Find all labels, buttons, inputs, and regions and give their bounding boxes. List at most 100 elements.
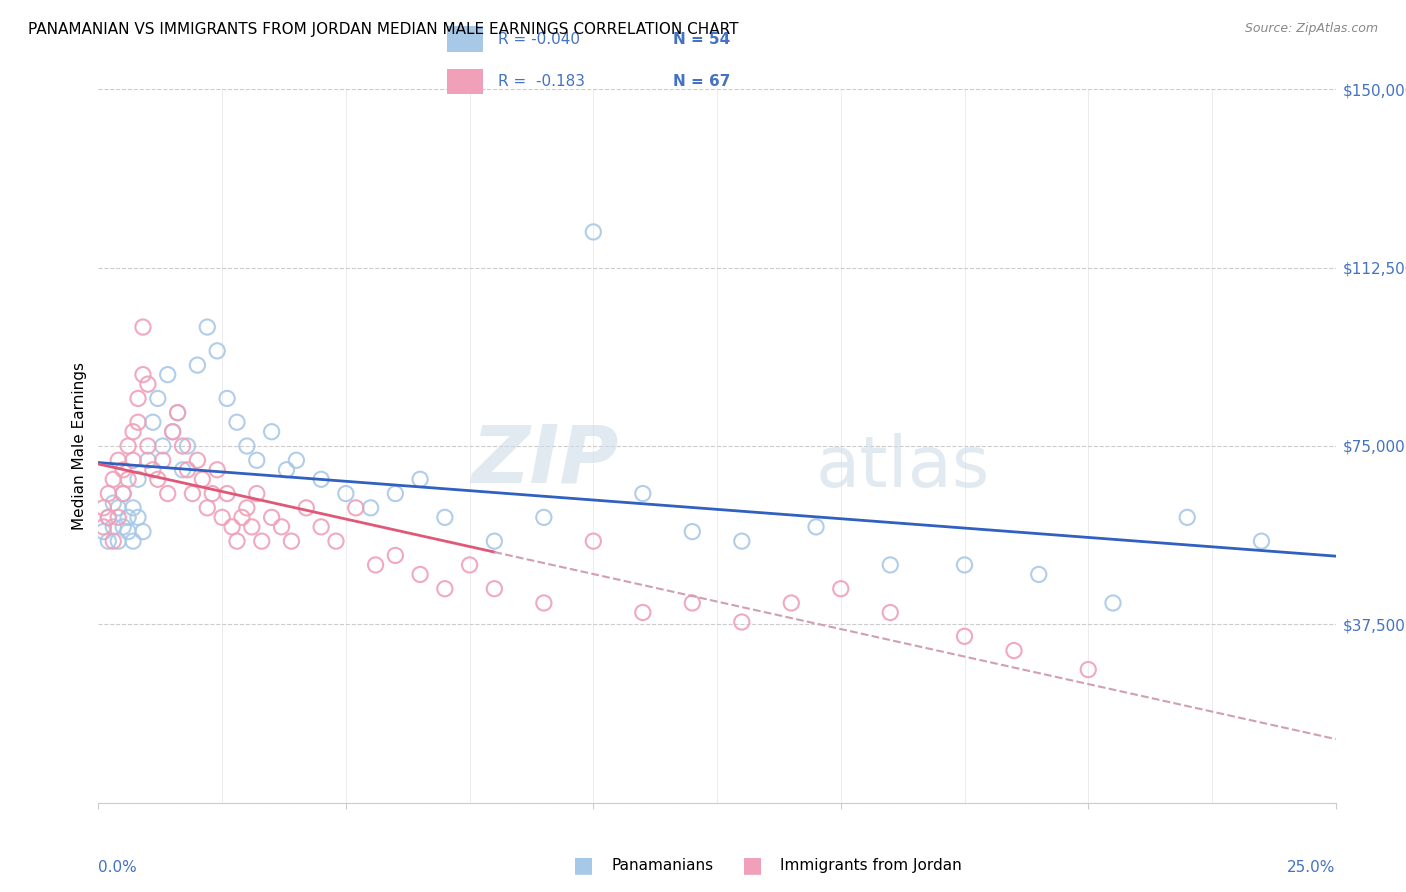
- Point: [132, 524, 155, 539]
- Point: [201, 486, 224, 500]
- Point: [162, 425, 184, 439]
- Point: [136, 377, 159, 392]
- Point: [484, 582, 506, 596]
- Point: [681, 524, 703, 539]
- Point: [156, 368, 179, 382]
- Point: [191, 472, 214, 486]
- Point: [127, 472, 149, 486]
- Point: [217, 392, 239, 406]
- Point: [246, 486, 269, 500]
- Point: [112, 463, 135, 477]
- Point: [280, 534, 302, 549]
- Point: [97, 534, 120, 549]
- Bar: [447, 26, 484, 52]
- Point: [117, 472, 139, 486]
- Point: [117, 510, 139, 524]
- Point: [103, 520, 125, 534]
- Point: [112, 520, 135, 534]
- Point: [127, 415, 149, 429]
- Point: [582, 534, 605, 549]
- Point: [112, 486, 135, 500]
- Point: [217, 486, 239, 500]
- Point: [1175, 510, 1198, 524]
- Point: [117, 439, 139, 453]
- Text: N = 67: N = 67: [673, 74, 731, 89]
- Point: [344, 500, 367, 515]
- Point: [186, 453, 208, 467]
- Point: [325, 534, 347, 549]
- Point: [484, 534, 506, 549]
- Point: [631, 606, 654, 620]
- Text: Source: ZipAtlas.com: Source: ZipAtlas.com: [1244, 22, 1378, 36]
- Point: [132, 368, 155, 382]
- Point: [122, 453, 145, 467]
- Point: [117, 524, 139, 539]
- Point: [103, 496, 125, 510]
- Point: [582, 225, 605, 239]
- Point: [97, 510, 120, 524]
- Point: [176, 439, 198, 453]
- Point: [953, 558, 976, 572]
- Point: [1002, 643, 1025, 657]
- Point: [335, 486, 357, 500]
- Text: ■: ■: [742, 855, 762, 875]
- Point: [409, 472, 432, 486]
- Point: [112, 486, 135, 500]
- Point: [97, 510, 120, 524]
- Text: R = -0.040: R = -0.040: [498, 31, 581, 46]
- Point: [136, 453, 159, 467]
- Point: [166, 406, 188, 420]
- Point: [152, 439, 174, 453]
- Point: [107, 534, 129, 549]
- Point: [205, 343, 228, 358]
- Point: [181, 486, 204, 500]
- Point: [384, 486, 406, 500]
- Point: [533, 510, 555, 524]
- Point: [186, 358, 208, 372]
- Point: [270, 520, 292, 534]
- Text: R =  -0.183: R = -0.183: [498, 74, 585, 89]
- Point: [122, 425, 145, 439]
- Point: [236, 439, 259, 453]
- Point: [458, 558, 481, 572]
- Point: [364, 558, 387, 572]
- Text: Panamanians: Panamanians: [612, 858, 714, 872]
- Point: [93, 500, 115, 515]
- Point: [195, 500, 218, 515]
- Point: [260, 425, 283, 439]
- Point: [156, 486, 179, 500]
- Point: [1077, 663, 1099, 677]
- Point: [205, 463, 228, 477]
- Text: 25.0%: 25.0%: [1288, 860, 1336, 875]
- Point: [122, 500, 145, 515]
- Point: [804, 520, 827, 534]
- Point: [830, 582, 852, 596]
- Point: [879, 558, 901, 572]
- Point: [146, 392, 169, 406]
- Point: [103, 472, 125, 486]
- Text: N = 54: N = 54: [673, 31, 731, 46]
- Point: [731, 534, 754, 549]
- Point: [142, 463, 165, 477]
- Text: ZIP: ZIP: [471, 421, 619, 500]
- Point: [122, 534, 145, 549]
- Point: [176, 463, 198, 477]
- Point: [295, 500, 318, 515]
- Point: [136, 439, 159, 453]
- Point: [231, 510, 253, 524]
- Point: [97, 486, 120, 500]
- Point: [211, 510, 233, 524]
- Point: [93, 524, 115, 539]
- Text: ■: ■: [574, 855, 593, 875]
- Point: [780, 596, 803, 610]
- Point: [384, 549, 406, 563]
- Point: [631, 486, 654, 500]
- Text: PANAMANIAN VS IMMIGRANTS FROM JORDAN MEDIAN MALE EARNINGS CORRELATION CHART: PANAMANIAN VS IMMIGRANTS FROM JORDAN MED…: [28, 22, 738, 37]
- Text: atlas: atlas: [815, 433, 990, 502]
- Point: [1250, 534, 1272, 549]
- Point: [103, 534, 125, 549]
- Point: [433, 510, 456, 524]
- Point: [236, 500, 259, 515]
- Point: [226, 534, 249, 549]
- Point: [250, 534, 273, 549]
